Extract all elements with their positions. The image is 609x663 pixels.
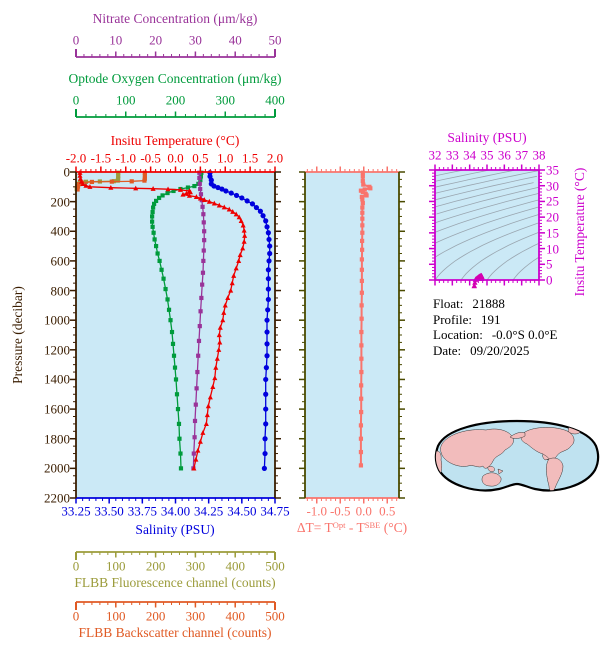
float-info-profile: Profile: 191 (433, 312, 557, 328)
fluorescence-axis-title: FLBB Fluorescence channel (counts) (74, 575, 276, 590)
delta-t-label-sup-opt: Opt (332, 519, 346, 530)
location-label: Location: (433, 327, 483, 342)
date-label: Date: (433, 342, 462, 358)
delta-t-label-post: (°C) (380, 520, 408, 535)
ts-plot-title: Salinity (PSU) (447, 130, 527, 145)
float-info-block: Float: 21888 Profile: 191 Location: -0.0°S … (433, 296, 557, 358)
delta-t-label-sup-sbe: SBE (364, 519, 381, 530)
location-value: -0.0°S 0.0°E (491, 327, 558, 342)
salinity-axis-title: Salinity (PSU) (135, 522, 215, 537)
oxygen-axis-title: Optode Oxygen Concentration (μm/kg) (68, 71, 282, 86)
float-info-location: Location: -0.0°S 0.0°E (433, 327, 557, 343)
profile-value: 191 (481, 311, 501, 327)
nitrate-axis-title: Nitrate Concentration (μm/kg) (92, 11, 258, 26)
delta-t-label-pre: ΔT= T (296, 520, 333, 535)
float-value: 21888 (472, 296, 505, 311)
float-info-float: Float: 21888 (433, 296, 557, 312)
float-info-date: Date: 09/20/2025 (433, 343, 557, 359)
pressure-axis-title: Pressure (decibar) (10, 286, 25, 384)
ts-temperature-axis-title: Insitu Temperature (°C) (572, 167, 587, 297)
float-label: Float: (433, 296, 464, 311)
delta-t-axis-title: ΔT= TOpt - TSBE (°C) (297, 520, 407, 536)
date-value: 09/20/2025 (470, 342, 530, 358)
delta-t-label-mid: - T (345, 520, 365, 535)
profile-label: Profile: (433, 311, 472, 327)
backscatter-axis-title: FLBB Backscatter channel (counts) (78, 625, 272, 640)
temperature-axis-title: Insitu Temperature (°C) (110, 133, 240, 148)
